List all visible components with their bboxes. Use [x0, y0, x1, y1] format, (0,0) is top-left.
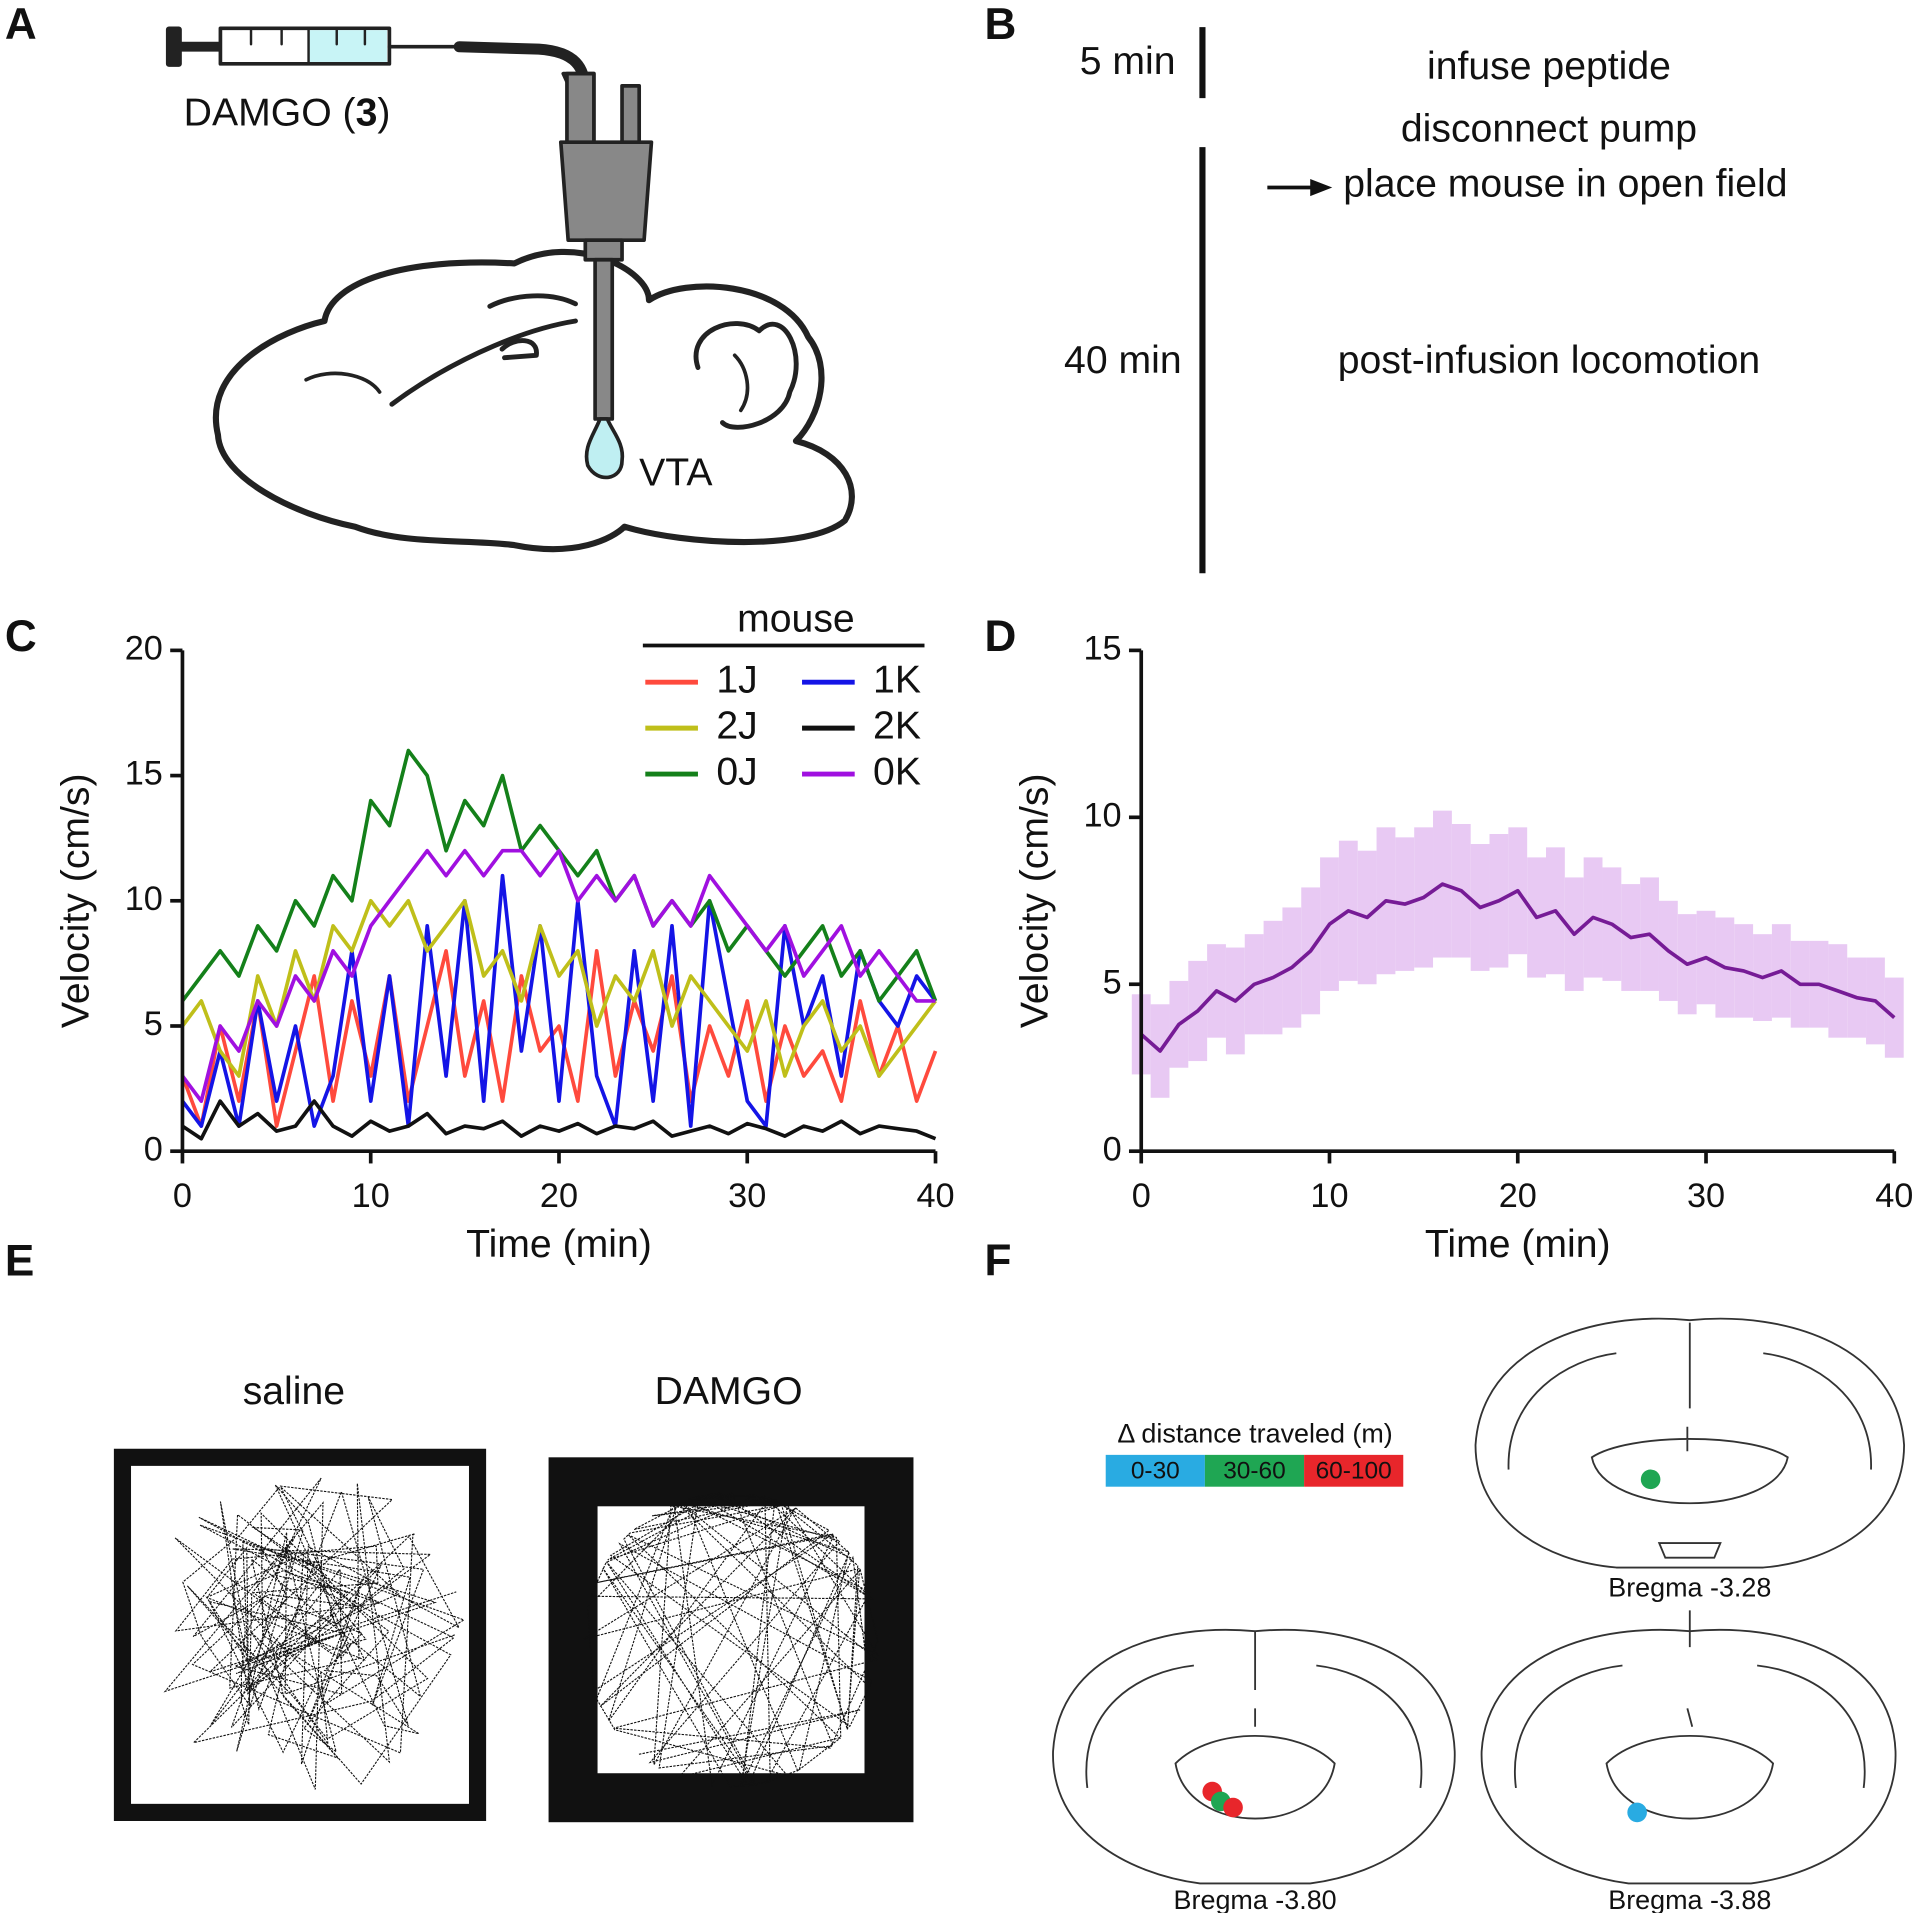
bin-label: 60-100 [1316, 1457, 1392, 1484]
step: disconnect pump [1401, 108, 1697, 151]
bin-swatch [1204, 1454, 1305, 1487]
x-axis-label: Time (min) [466, 1223, 652, 1266]
legend-label: 2J [716, 704, 757, 747]
section-label: Bregma -3.88 [1608, 1885, 1771, 1913]
x-tick-label: 0 [1132, 1177, 1151, 1215]
x-tick-label: 20 [540, 1177, 578, 1215]
duration: 5 min [1080, 40, 1176, 83]
track-title: saline [243, 1370, 345, 1413]
panel-label: B [984, 0, 1016, 49]
x-tick-label: 30 [1687, 1177, 1725, 1215]
series-line [180, 898, 937, 1078]
tracks [163, 1477, 879, 1790]
y-tick-label: 5 [1103, 963, 1122, 1001]
x-tick-label: 20 [1499, 1177, 1537, 1215]
syringe-label: DAMGO (3) [184, 92, 391, 135]
arrow-head [1310, 178, 1333, 197]
chart: 0 5 10 15 0 10 20 30 40 Time (min) Velocity (cm/s) [1013, 629, 1913, 1266]
bin-label: 30-60 [1223, 1457, 1286, 1484]
y-tick-label: 10 [1084, 796, 1122, 834]
x-axis-label: Time (min) [1425, 1223, 1611, 1266]
chart: 0 5 10 15 20 0 10 20 30 40 Time (min) Velocity (cm/… [55, 597, 955, 1266]
bin-swatch [1105, 1454, 1205, 1487]
section-label: Bregma -3.80 [1174, 1885, 1337, 1913]
panel-label: A [5, 0, 37, 49]
trace [583, 1492, 879, 1788]
y-tick-label: 0 [144, 1130, 163, 1168]
series-line [180, 848, 936, 1103]
x-tick-label: 0 [173, 1177, 192, 1215]
y-tick-label: 0 [1103, 1130, 1122, 1168]
panel-label: E [5, 1236, 34, 1285]
section-label: Bregma -3.28 [1608, 1573, 1771, 1603]
site-dot [1627, 1802, 1647, 1823]
x-tick-label: 40 [916, 1177, 954, 1215]
series-line [1140, 882, 1896, 1053]
arena-trace [548, 1457, 914, 1823]
legend-label: 0J [716, 750, 757, 793]
y-tick-label: 5 [144, 1005, 163, 1043]
series-line [180, 949, 938, 1128]
series-line [180, 748, 938, 1003]
step: infuse peptide [1427, 45, 1671, 88]
x-tick-label: 10 [352, 1177, 390, 1215]
y-axis-label: Velocity (cm/s) [55, 773, 98, 1028]
trace [163, 1477, 466, 1790]
y-tick-label: 15 [125, 755, 163, 793]
legend-label: 1K [873, 659, 921, 702]
legend-label: 1J [716, 659, 757, 702]
bin-swatch [1304, 1454, 1404, 1487]
sections [1052, 1317, 1906, 1885]
legend-label: 2K [873, 704, 921, 747]
legend-label: 0K [873, 750, 921, 793]
panel-label: F [984, 1236, 1011, 1285]
target-label: VTA [639, 452, 713, 495]
compound-number: 3 [356, 92, 378, 135]
x-tick-label: 10 [1310, 1177, 1348, 1215]
y-axis-label: Velocity (cm/s) [1013, 773, 1056, 1028]
legend-title: Δ distance traveled (m) [1117, 1418, 1392, 1448]
duration: 40 min [1064, 339, 1182, 382]
site-dot [1223, 1797, 1243, 1818]
error-band [1884, 977, 1904, 1058]
legend-title: mouse [737, 597, 855, 640]
series-line [180, 873, 937, 1128]
drug-name-close: ) [377, 92, 390, 135]
x-tick-label: 30 [728, 1177, 766, 1215]
series-line [181, 1099, 937, 1141]
legend: mouse 1J 1K 2J 2K 0J 0K [642, 597, 925, 793]
schematic [165, 26, 855, 553]
y-tick-label: 15 [1084, 629, 1122, 667]
track-title: DAMGO [655, 1370, 803, 1413]
y-tick-label: 20 [125, 629, 163, 667]
panel-label: C [5, 612, 37, 661]
arena-trace [113, 1448, 487, 1821]
step: place mouse in open field [1343, 163, 1787, 206]
panel-label: D [984, 612, 1016, 661]
y-tick-label: 10 [125, 880, 163, 918]
drug-name: DAMGO ( [184, 92, 356, 135]
site-dot [1640, 1469, 1661, 1490]
color-legend: 0-30 30-60 60-100 [1105, 1454, 1404, 1487]
x-tick-label: 40 [1875, 1177, 1913, 1215]
bin-label: 0-30 [1131, 1457, 1180, 1484]
step: post-infusion locomotion [1338, 339, 1760, 382]
